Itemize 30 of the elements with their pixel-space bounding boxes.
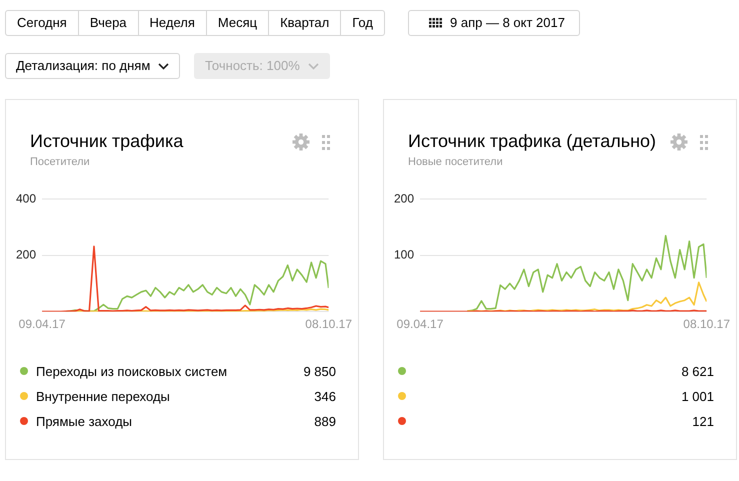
text: Детализация: по дням xyxy=(16,57,150,75)
x-tick-label: 08.10.17 xyxy=(305,317,352,332)
text: Сегодня xyxy=(16,14,68,32)
legend-label: Переходы из поисковых систем xyxy=(36,364,228,378)
chart-title: Источник трафика xyxy=(30,131,184,152)
x-tick-label: 08.10.17 xyxy=(683,317,730,332)
text: Неделя xyxy=(138,11,206,35)
text: Месяц xyxy=(206,11,268,35)
x-tick-label: 09.04.17 xyxy=(18,317,66,332)
text: Вчера xyxy=(78,11,138,35)
chart-title: Источник трафика (детально) xyxy=(408,131,656,152)
text: Точность: 100% xyxy=(205,57,300,75)
text: 8 621 xyxy=(681,364,714,378)
text: 1 001 xyxy=(681,388,714,404)
text: 889 xyxy=(314,414,336,428)
text: 9 апр — 8 окт 2017 xyxy=(450,14,565,32)
text: 121 xyxy=(692,414,714,428)
x-tick-label: 09.04.17 xyxy=(396,317,444,332)
legend-label: Прямые заходы xyxy=(36,414,134,428)
text: 9 850 xyxy=(303,364,336,378)
y-tick-label: 200 xyxy=(394,192,414,206)
chart-subtitle: Посетители xyxy=(30,156,90,168)
legend-label: Внутренние переходы xyxy=(36,388,171,404)
y-tick-label: 400 xyxy=(16,192,36,206)
text: Квартал xyxy=(268,11,340,35)
chart-subtitle: Новые посетители xyxy=(408,156,503,168)
text: 346 xyxy=(314,388,336,404)
text: Год xyxy=(340,11,384,35)
y-tick-label: 100 xyxy=(394,248,414,262)
y-tick-label: 200 xyxy=(16,248,36,262)
